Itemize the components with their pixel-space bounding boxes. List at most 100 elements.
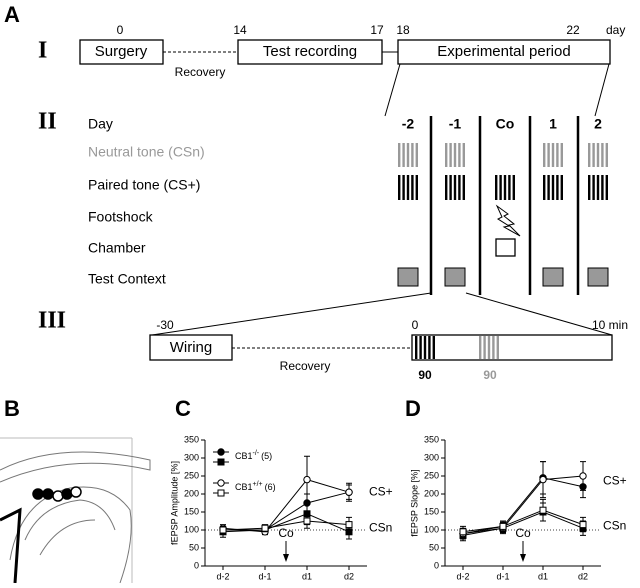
day-label: 2	[594, 116, 602, 132]
legend-sup: +/+	[253, 481, 263, 488]
tone-bar	[512, 175, 515, 200]
electrode	[32, 488, 44, 500]
x-tick-label: d-1	[258, 571, 271, 581]
time-unit: day	[606, 23, 625, 37]
tone-bar	[415, 143, 418, 167]
tone-bar	[483, 336, 486, 359]
tone-bar	[592, 175, 595, 200]
end-label: CSn	[369, 520, 392, 534]
tone-bar	[596, 143, 600, 167]
zoom-line	[384, 63, 401, 117]
tone-bar	[588, 143, 591, 167]
tone-bar	[398, 143, 401, 167]
tone-bar	[411, 143, 414, 167]
tone-bar	[543, 175, 546, 200]
day-label: Co	[496, 116, 515, 132]
marker	[579, 472, 587, 480]
series-line	[222, 520, 350, 531]
end-label: CS+	[369, 484, 393, 498]
y-axis-label: fEPSP Slope [%]	[409, 469, 419, 536]
tone-bar	[508, 175, 511, 200]
tone-bar	[499, 175, 502, 200]
slice-outline	[39, 519, 96, 556]
marker	[303, 517, 311, 525]
marker	[459, 528, 467, 536]
tone-bar	[601, 175, 604, 200]
tone-bar	[462, 175, 465, 200]
y-tick-label: 350	[424, 434, 439, 444]
tone-bar	[406, 143, 410, 167]
x-tick-label: d2	[344, 571, 354, 581]
session-box	[149, 334, 233, 361]
time-tick: 14	[233, 23, 247, 37]
end-label: CSn	[603, 519, 626, 533]
chamber-icon	[495, 238, 516, 257]
tone-bar	[402, 143, 405, 167]
box-label: Wiring	[170, 339, 213, 356]
y-tick-label: 250	[424, 470, 439, 480]
marker	[539, 475, 547, 484]
y-tick-label: 0	[194, 560, 199, 570]
legend-sup: -/-	[253, 450, 260, 457]
y-tick-label: 100	[424, 524, 439, 534]
row-label: III	[38, 308, 66, 334]
tone-bar	[556, 175, 559, 200]
y-tick-label: 250	[184, 470, 199, 480]
marker	[217, 448, 225, 456]
tone-bar	[415, 175, 418, 200]
time-tick: -30	[156, 318, 174, 332]
series-line	[222, 479, 350, 533]
timeline-box	[237, 39, 383, 65]
tone-bar	[588, 175, 591, 200]
annotation-arrow	[520, 554, 526, 562]
day-label: -2	[402, 116, 415, 132]
box-label: Test recording	[263, 43, 357, 60]
panel-label: C	[175, 396, 191, 421]
timeline-box	[397, 39, 611, 65]
electrode	[70, 486, 82, 498]
y-tick-label: 150	[424, 506, 439, 516]
marker	[345, 521, 353, 529]
tone-bar	[605, 143, 608, 167]
row-label: II	[38, 109, 57, 135]
marker	[499, 522, 507, 530]
y-tick-label: 350	[184, 434, 199, 444]
annotation: Co	[515, 526, 531, 540]
tone-bar	[547, 175, 550, 200]
box-label: Experimental period	[437, 43, 570, 60]
tone-bar	[556, 143, 559, 167]
zoom-line	[594, 63, 610, 117]
marker	[539, 506, 547, 514]
time-tick: 17	[370, 23, 384, 37]
annotation-arrow	[283, 554, 289, 562]
tone-bar	[503, 175, 507, 200]
tone-bar	[605, 175, 608, 200]
y-axis-label: fEPSP Amplitude [%]	[169, 461, 179, 545]
tone-count: 90	[483, 368, 497, 382]
series-line	[462, 511, 584, 536]
electrode	[42, 488, 54, 500]
slice-outline	[9, 486, 132, 584]
tone-bar	[428, 336, 431, 359]
tone-bar	[445, 143, 448, 167]
y-tick-label: 200	[184, 488, 199, 498]
tone-bar	[592, 143, 595, 167]
tone-bar	[406, 175, 410, 200]
zoom-line	[465, 292, 613, 336]
y-tick-label: 50	[429, 542, 439, 552]
timeline-box	[79, 39, 164, 65]
context-icon	[542, 267, 564, 287]
time-tick: 0	[117, 23, 124, 37]
marker	[579, 521, 587, 529]
y-tick-label: 300	[424, 452, 439, 462]
slice-outline	[0, 451, 151, 483]
zoom-line	[151, 292, 432, 336]
slice-outline	[24, 499, 116, 541]
tone-bar	[496, 336, 499, 359]
tone-bar	[432, 336, 435, 359]
tone-bar	[449, 175, 452, 200]
tone-bar	[547, 143, 550, 167]
row-header: Test Context	[88, 271, 166, 287]
y-tick-label: 300	[184, 452, 199, 462]
time-tick: 18	[396, 23, 410, 37]
